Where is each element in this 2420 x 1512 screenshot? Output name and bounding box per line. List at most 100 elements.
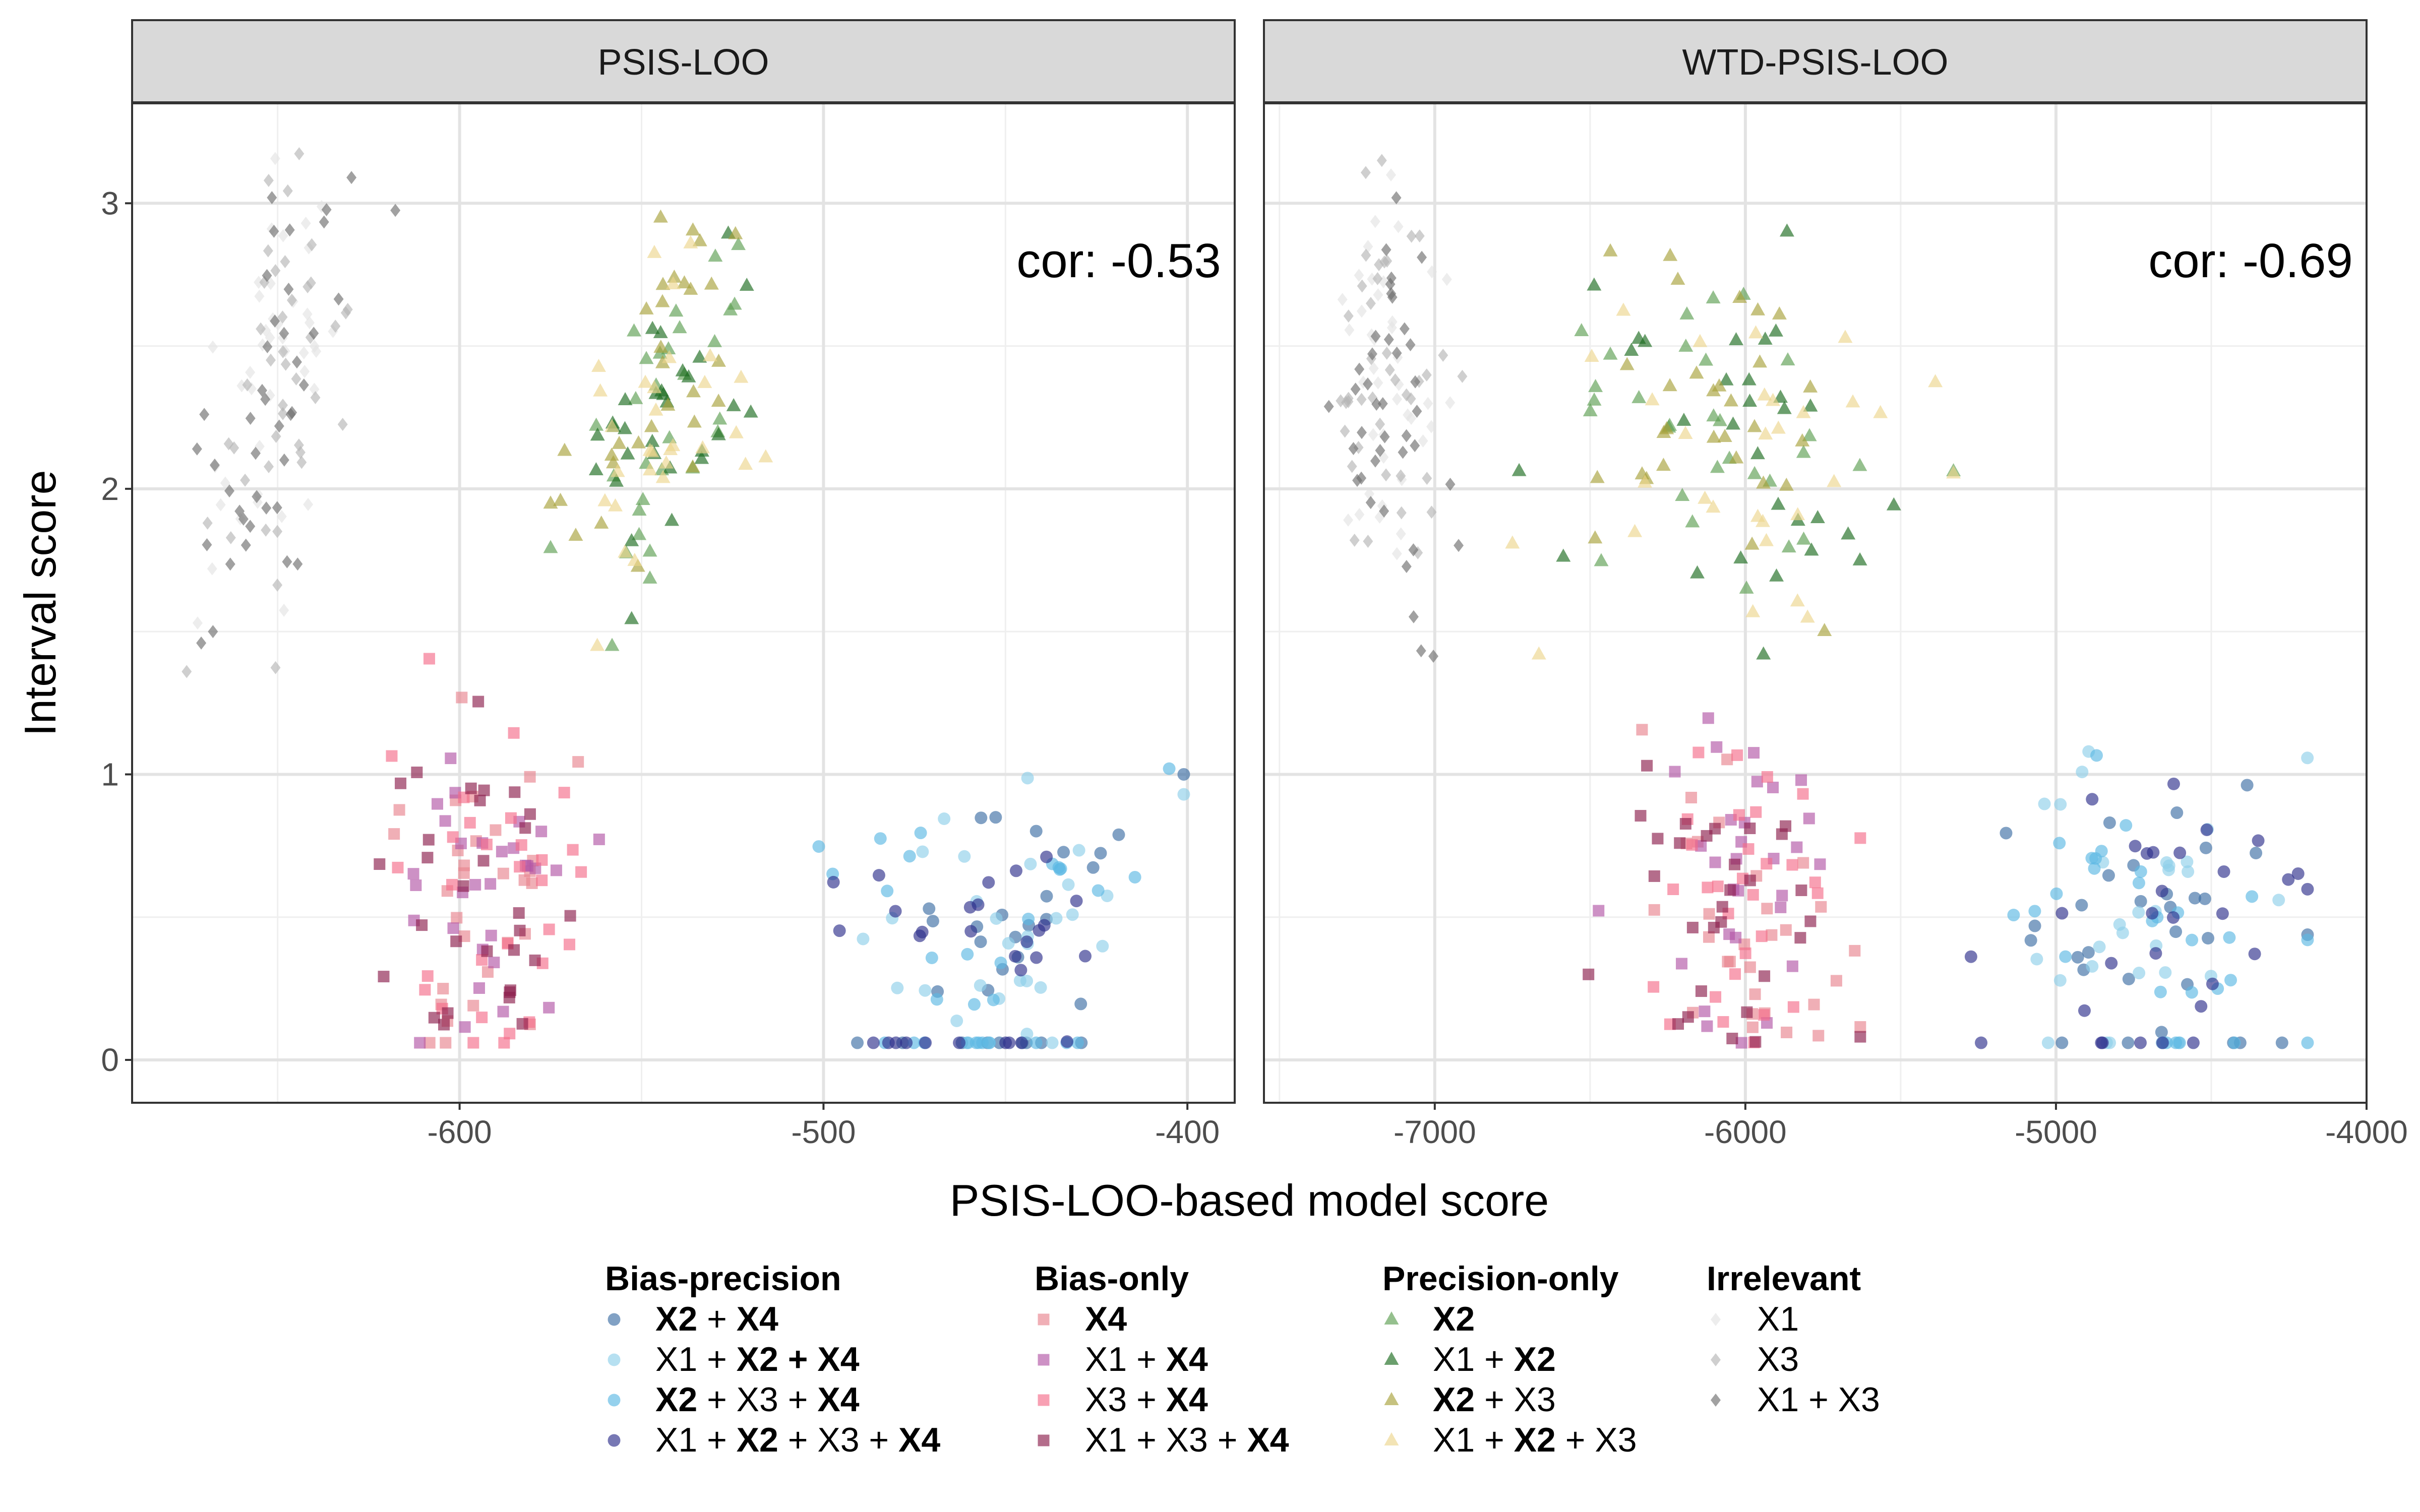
data-point-irrelevant	[1391, 191, 1402, 205]
data-point-bias-precision	[972, 1036, 985, 1049]
data-point-bias-precision	[1112, 828, 1125, 841]
data-point-bias-only	[513, 907, 525, 919]
data-point-legend-key	[1384, 1392, 1399, 1405]
data-point-bias-only	[1854, 1031, 1866, 1043]
data-point-bias-only	[1716, 901, 1728, 913]
data-point-irrelevant	[1348, 442, 1359, 455]
data-point-bias-precision	[1964, 950, 1977, 963]
data-point-precision-only	[708, 248, 723, 262]
data-point-precision-only	[609, 473, 624, 487]
data-point-bias-only	[423, 653, 435, 665]
data-point-precision-only	[1757, 387, 1772, 401]
data-point-irrelevant	[291, 372, 301, 386]
data-point-bias-only	[472, 696, 485, 708]
data-point-precision-only	[591, 358, 606, 372]
data-point-precision-only	[618, 392, 633, 405]
data-point-irrelevant	[261, 501, 272, 515]
data-point-irrelevant	[245, 365, 256, 379]
data-point-bias-precision	[2133, 967, 2146, 980]
data-point-irrelevant	[1341, 396, 1351, 409]
data-point-bias-precision	[2206, 977, 2219, 990]
data-point-irrelevant	[1398, 446, 1408, 459]
data-point-precision-only	[758, 449, 773, 463]
data-point-irrelevant	[1401, 560, 1412, 574]
data-point-irrelevant	[1392, 547, 1402, 560]
data-point-precision-only	[645, 321, 660, 334]
data-point-precision-only	[1817, 622, 1832, 636]
data-point-bias-only	[451, 912, 463, 924]
data-point-irrelevant	[254, 276, 264, 289]
data-point-irrelevant	[1356, 426, 1367, 439]
data-point-precision-only	[627, 323, 642, 337]
data-point-bias-only	[1721, 753, 1733, 766]
data-point-precision-only	[1873, 405, 1888, 418]
data-point-precision-only	[1713, 413, 1728, 426]
data-point-bias-precision	[1003, 1036, 1016, 1049]
data-point-irrelevant	[337, 418, 348, 431]
data-point-precision-only	[1796, 405, 1811, 418]
data-point-bias-only	[519, 822, 531, 834]
data-point-irrelevant	[346, 171, 357, 184]
data-point-irrelevant	[282, 184, 293, 198]
data-point-bias-only	[1672, 1018, 1684, 1030]
panel-title: WTD-PSIS-LOO	[1682, 42, 1948, 83]
data-point-bias-only	[1750, 806, 1762, 818]
data-point-irrelevant	[292, 557, 303, 571]
data-point-irrelevant	[283, 282, 294, 296]
data-point-precision-only	[1531, 646, 1546, 660]
data-point-bias-precision	[925, 951, 938, 964]
data-point-bias-precision	[974, 935, 987, 949]
data-point-bias-only	[1712, 880, 1724, 893]
data-point-precision-only	[683, 235, 698, 248]
data-point-bias-precision	[2088, 862, 2101, 875]
data-point-bias-precision	[2275, 1036, 2288, 1049]
data-point-bias-precision	[1038, 919, 1051, 932]
data-point-precision-only	[604, 447, 619, 461]
data-point-bias-precision	[1002, 937, 1015, 950]
data-point-precision-only	[1790, 507, 1805, 521]
data-point-bias-precision	[916, 845, 929, 858]
data-point-bias-only	[1767, 781, 1779, 793]
data-point-bias-only	[419, 984, 431, 996]
data-point-irrelevant	[270, 264, 281, 278]
data-point-irrelevant	[264, 460, 274, 473]
data-point-irrelevant	[284, 223, 295, 237]
data-point-irrelevant	[279, 603, 289, 617]
data-point-precision-only	[1583, 403, 1598, 417]
data-point-bias-only	[431, 798, 443, 810]
data-point-irrelevant	[279, 453, 289, 467]
data-point-precision-only	[1758, 426, 1773, 440]
data-point-precision-only	[608, 498, 623, 512]
data-point-bias-precision	[2282, 873, 2295, 886]
data-point-irrelevant	[245, 412, 256, 425]
data-point-bias-precision	[1177, 768, 1190, 781]
data-point-bias-precision	[1015, 1036, 1028, 1049]
data-point-bias-precision	[2134, 1036, 2147, 1049]
data-point-precision-only	[1574, 323, 1589, 336]
data-point-bias-precision	[1057, 846, 1070, 859]
data-point-bias-only	[1733, 809, 1745, 821]
data-point-precision-only	[1796, 445, 1811, 458]
data-point-irrelevant	[199, 408, 210, 421]
data-point-bias-precision	[2105, 957, 2118, 970]
data-point-precision-only	[620, 446, 635, 460]
data-point-precision-only	[687, 414, 702, 428]
data-point-bias-precision	[2055, 1036, 2069, 1049]
data-point-bias-only	[1729, 968, 1741, 980]
data-point-precision-only	[1638, 334, 1653, 347]
data-point-irrelevant	[1354, 508, 1365, 521]
data-point-bias-only	[1776, 890, 1788, 902]
data-point-bias-only	[392, 861, 404, 873]
data-point-irrelevant	[319, 215, 329, 229]
data-point-irrelevant	[1406, 411, 1417, 425]
data-point-irrelevant	[1364, 487, 1374, 500]
data-point-bias-precision	[2102, 869, 2115, 882]
data-point-bias-precision	[2071, 951, 2084, 964]
data-point-bias-precision	[857, 932, 870, 946]
data-point-irrelevant	[287, 406, 297, 419]
data-point-legend-key	[1384, 1311, 1399, 1325]
data-point-bias-only	[458, 867, 470, 879]
data-point-precision-only	[1663, 247, 1678, 261]
data-point-precision-only	[610, 464, 625, 477]
data-point-bias-precision	[1071, 1036, 1084, 1049]
